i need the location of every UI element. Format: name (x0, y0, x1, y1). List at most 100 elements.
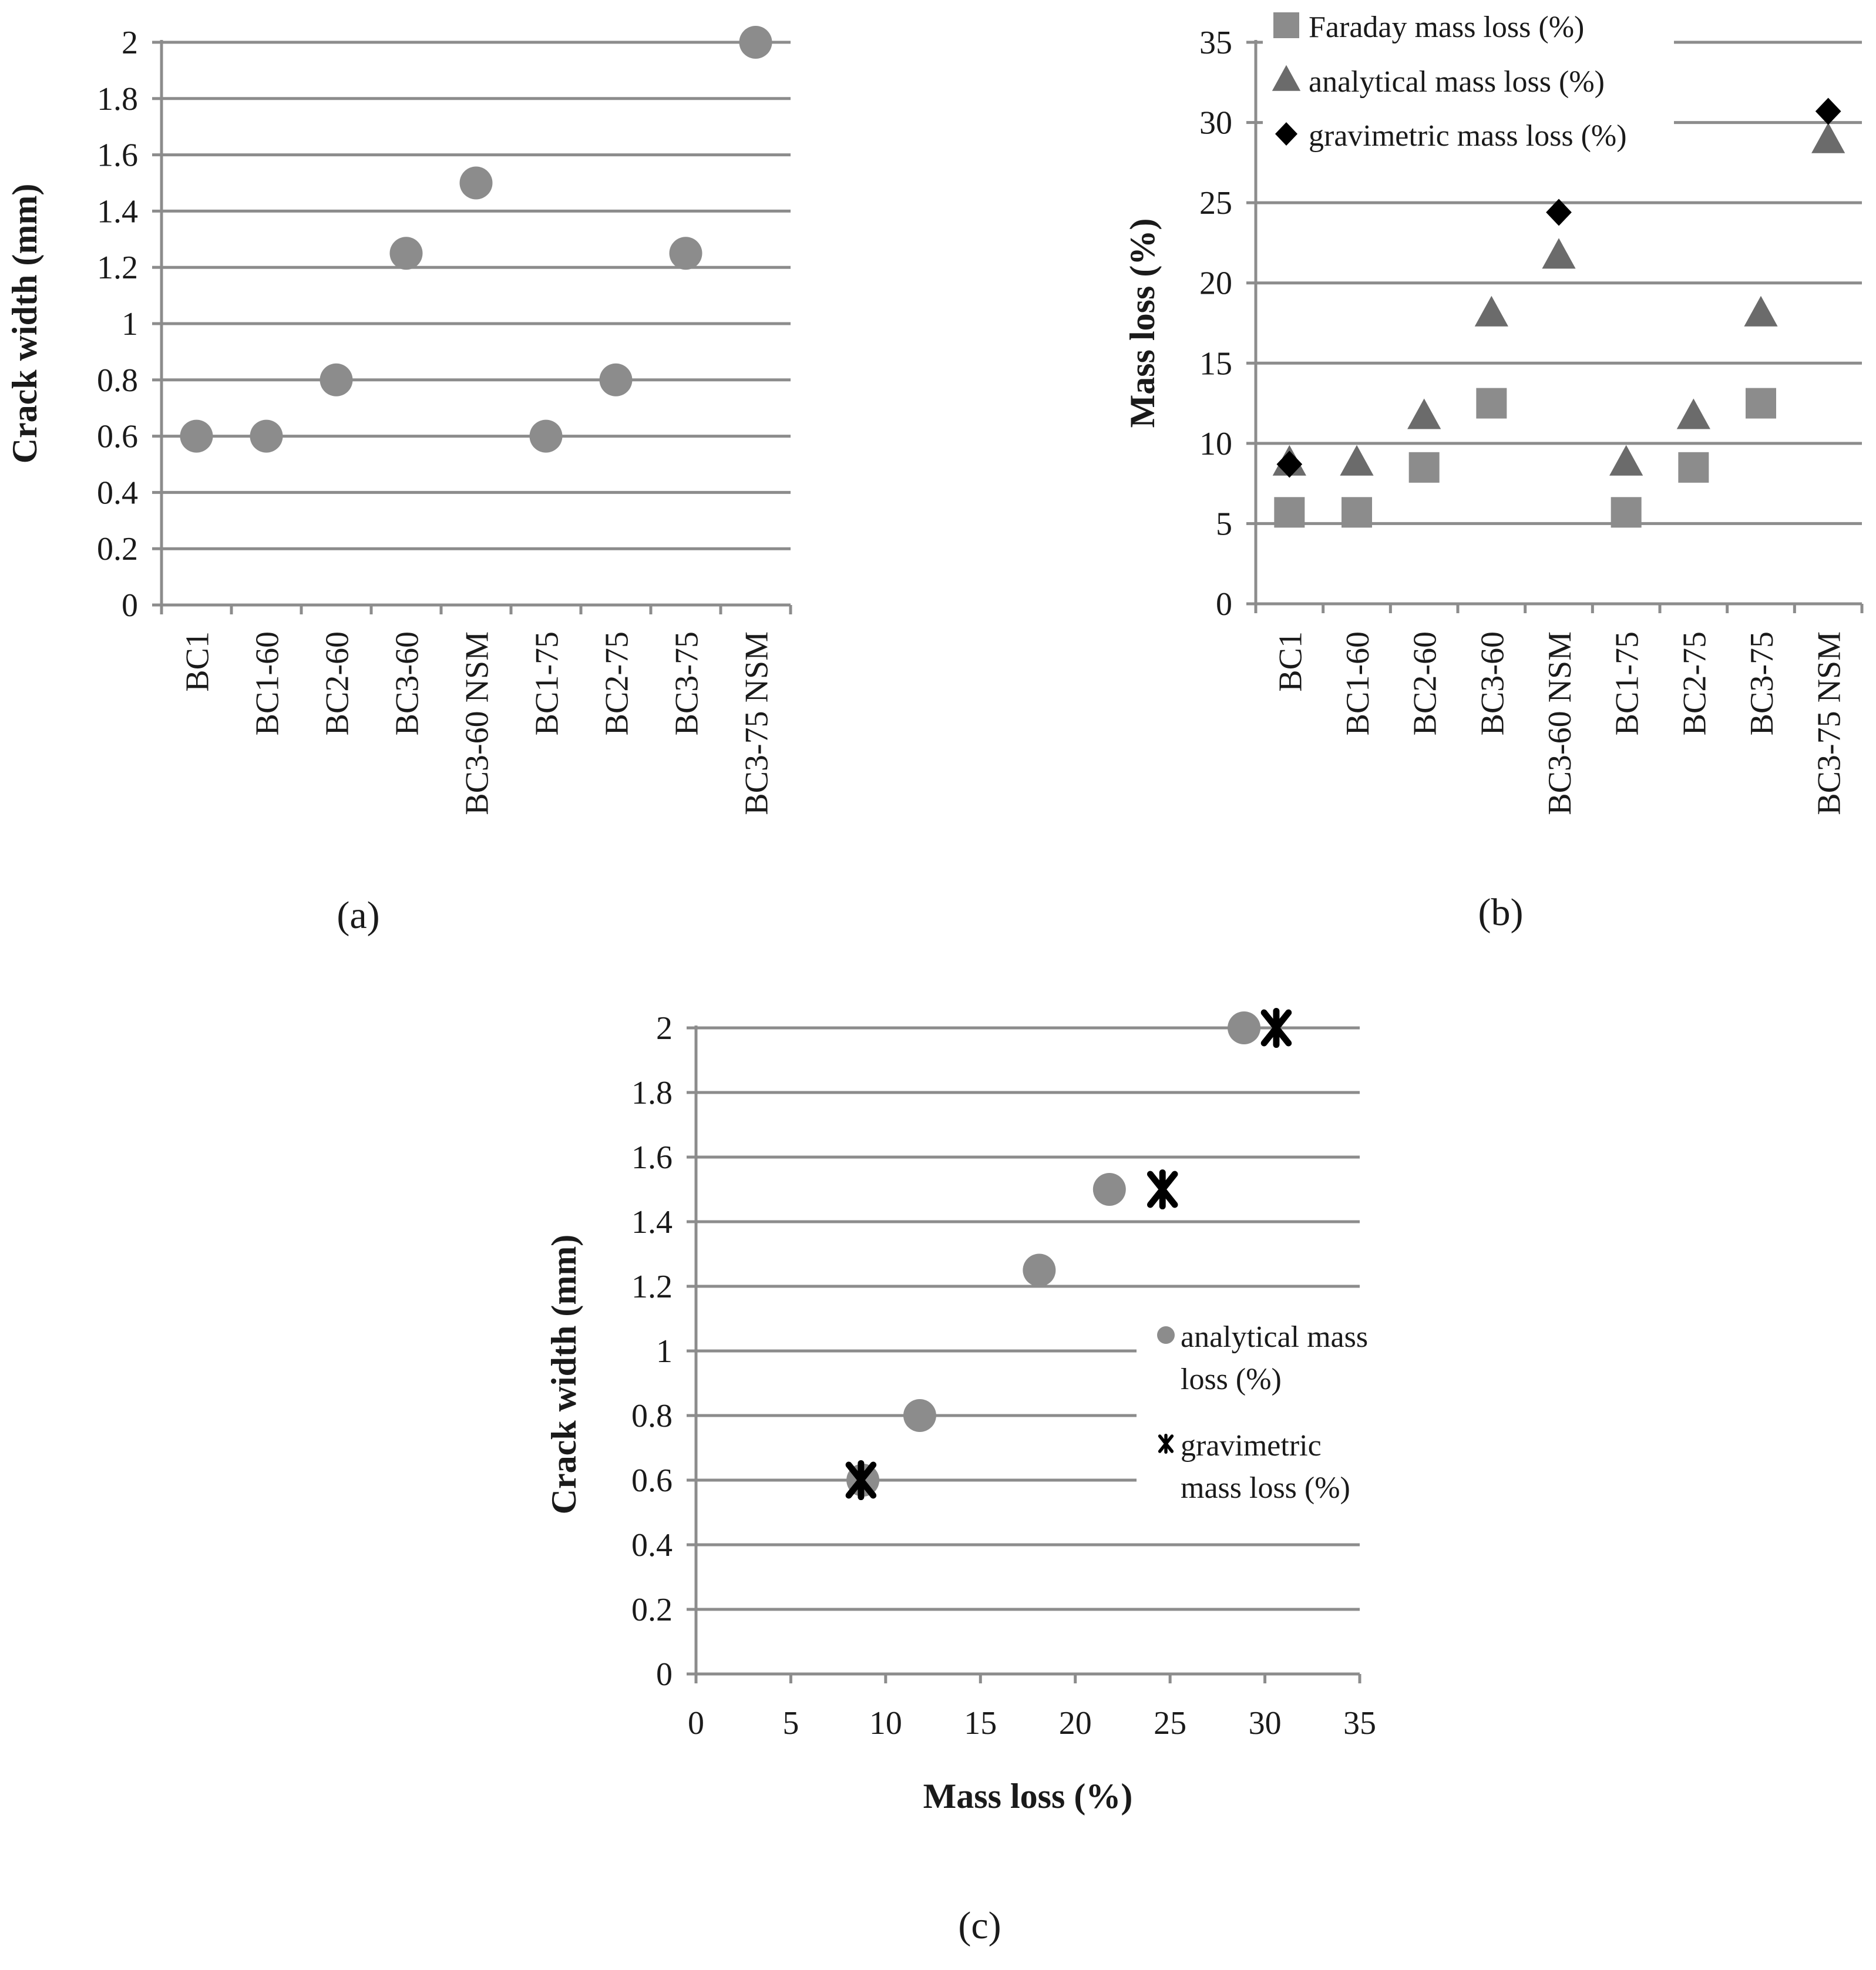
legend-label: mass loss (%) (1181, 1471, 1350, 1505)
legend-label: Faraday mass loss (%) (1309, 11, 1584, 44)
data-point (1276, 451, 1303, 478)
figure-caption: (b) (1478, 891, 1524, 934)
legend-marker (1275, 122, 1297, 146)
legend: Faraday mass loss (%) analytical mass los… (1263, 0, 1674, 160)
x-tick-label: BC3-75 (1744, 631, 1780, 735)
y-tick-label: 0.2 (97, 531, 138, 567)
y-tick-label: 0.4 (97, 475, 138, 511)
x-tick-label: BC3-60 (1474, 631, 1511, 735)
data-point (1274, 497, 1305, 528)
y-tick-label: 5 (1216, 506, 1232, 542)
x-tick-label: 20 (1059, 1705, 1092, 1742)
y-tick-label: 1 (656, 1333, 673, 1370)
legend-label: gravimetric (1181, 1429, 1322, 1463)
x-tick-label: BC1 (180, 631, 216, 692)
x-tick-label: BC3-75 (669, 631, 705, 735)
legend-background (1263, 0, 1674, 160)
x-tick-label: BC2-75 (1676, 631, 1713, 735)
y-tick-label: 1.6 (97, 137, 138, 174)
legend-label: loss (%) (1181, 1363, 1282, 1396)
data-point (1611, 497, 1642, 528)
y-tick-label: 0.6 (97, 419, 138, 455)
y-tick-label: 1.2 (631, 1269, 673, 1305)
data-point (1023, 1253, 1056, 1287)
chart-a: 0 0.2 0.4 0.6 0.8 1 1.2 1.4 1.6 1.8 2 BC1 BC1-60 BC2-… (5, 25, 792, 937)
data-point (320, 363, 353, 396)
data-point (1476, 388, 1507, 419)
y-axis-title: Crack width (mm) (544, 1235, 583, 1515)
data-point (1678, 452, 1709, 483)
x-tick-label: BC2-60 (1407, 631, 1444, 735)
data-point (1147, 1169, 1178, 1210)
data-point (1408, 452, 1440, 483)
data-point (389, 237, 423, 270)
data-point (845, 1460, 877, 1501)
data-point (459, 166, 493, 200)
figure-caption: (c) (958, 1904, 1001, 1947)
data-point (1546, 199, 1572, 226)
y-tick-label: 1.8 (631, 1075, 673, 1111)
y-tick-label: 10 (1199, 426, 1232, 462)
x-tick-label: 30 (1249, 1705, 1282, 1742)
x-tick-label: 25 (1154, 1705, 1186, 1742)
x-tick-label: 10 (869, 1705, 902, 1742)
y-axis-title: Crack width (mm) (5, 184, 44, 464)
x-tick-label: BC3-60 NSM (459, 631, 496, 815)
data-point (903, 1399, 936, 1432)
figure-caption: (a) (337, 894, 379, 937)
data-point (1474, 295, 1508, 327)
y-tick-label: 1.8 (97, 81, 138, 117)
data-point (1542, 238, 1576, 269)
legend-label: analytical mass loss (%) (1309, 65, 1605, 99)
data-point (1744, 295, 1778, 327)
data-point (1811, 122, 1845, 153)
y-tick-label: 1.6 (631, 1139, 673, 1176)
y-tick-label: 0.4 (631, 1527, 673, 1564)
y-tick-label: 0.8 (97, 362, 138, 399)
data-point (1815, 98, 1841, 125)
x-tick-label: BC3-60 NSM (1542, 631, 1578, 815)
chart-c: 00.20.40.60.811.21.41.61.820 5 10 15 20 25 30 3… (544, 1007, 1376, 1947)
y-axis-title: Mass loss (%) (1123, 218, 1162, 428)
legend-label: gravimetric mass loss (%) (1309, 119, 1627, 153)
data-point (1092, 1173, 1126, 1206)
y-tick-label: 1.4 (631, 1204, 673, 1241)
y-tick-label: 0.2 (631, 1592, 673, 1628)
data-point (1407, 398, 1441, 429)
x-tick-label: BC2-60 (320, 631, 356, 735)
x-tick-label: BC1 (1272, 631, 1309, 692)
data-point (1609, 445, 1643, 476)
x-tick-label: BC3-75 NSM (1811, 631, 1848, 815)
legend-marker (1273, 12, 1299, 38)
data-point (1342, 497, 1372, 528)
x-tick-label: 35 (1343, 1705, 1376, 1742)
data-point (250, 419, 283, 453)
legend: analytical mass loss (%) gravimetric mass l… (1157, 1320, 1368, 1505)
y-tick-label: 2 (656, 1010, 673, 1047)
y-tick-label: 1.4 (97, 193, 138, 230)
legend-marker (1158, 1433, 1174, 1454)
data-point (529, 419, 563, 453)
y-tick-label: 25 (1199, 185, 1232, 221)
data-point (180, 419, 213, 453)
y-tick-label: 15 (1199, 345, 1232, 382)
y-tick-label: 2 (122, 25, 138, 61)
x-tick-label: BC1-75 (529, 631, 566, 735)
legend-label: analytical mass (1181, 1320, 1368, 1354)
data-point (1746, 388, 1776, 419)
data-point (739, 26, 772, 59)
data-point (1340, 445, 1374, 476)
data-point (1676, 398, 1710, 429)
x-tick-label: BC3-75 NSM (739, 631, 775, 815)
x-tick-label: 0 (688, 1705, 704, 1742)
data-point (1228, 1011, 1261, 1044)
y-tick-label: 0 (122, 587, 138, 624)
x-tick-label: BC1-60 (1340, 631, 1376, 735)
legend-marker (1157, 1326, 1175, 1344)
data-point (669, 237, 702, 270)
y-tick-label: 20 (1199, 265, 1232, 302)
x-tick-label: 5 (782, 1705, 799, 1742)
y-tick-label: 30 (1199, 105, 1232, 142)
data-point (1260, 1007, 1292, 1048)
